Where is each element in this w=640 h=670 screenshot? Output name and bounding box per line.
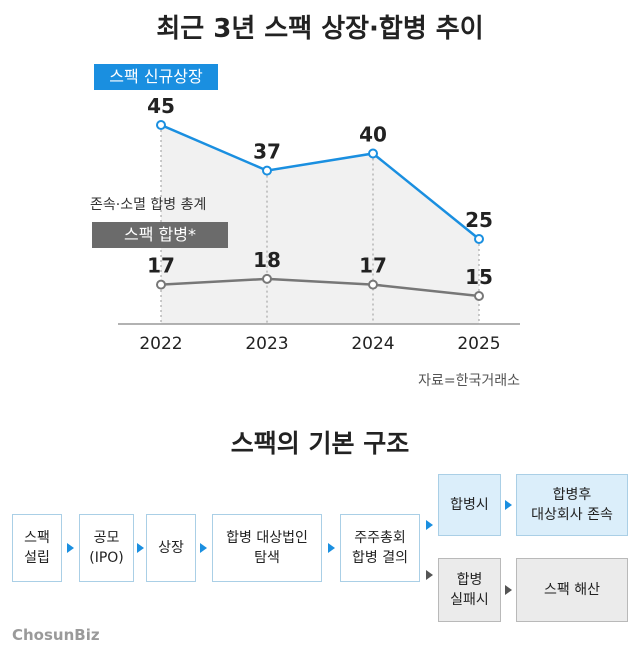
data-point xyxy=(262,273,272,284)
series-line xyxy=(160,123,480,240)
data-label: 45 xyxy=(147,94,175,118)
data-label: 37 xyxy=(253,140,281,164)
data-point xyxy=(368,148,378,159)
step-ipo: 공모 (IPO) xyxy=(79,514,134,582)
source-label: 자료=한국거래소 xyxy=(418,373,520,389)
data-label: 17 xyxy=(359,254,387,278)
arrow-right-icon xyxy=(200,543,207,553)
chart-title: 최근 3년 스팩 상장·합병 추이 xyxy=(156,14,484,44)
data-point xyxy=(262,165,272,176)
legend-new-listing: 스팩 신규상장 xyxy=(94,64,218,90)
branch-merger-success: 합병시 xyxy=(438,474,501,536)
line-chart: 2022 2023 2024 2025 45 37 40 25 17 18 17 15 xyxy=(118,94,520,354)
arrow-right-icon xyxy=(505,585,512,595)
arrow-right-icon xyxy=(505,500,512,510)
data-label: 25 xyxy=(465,208,493,232)
x-tick-label: 2022 xyxy=(139,334,182,354)
data-label: 17 xyxy=(147,254,175,278)
arrow-right-icon xyxy=(67,543,74,553)
merger-note: 존속·소멸 합병 총계 xyxy=(90,197,207,213)
data-point xyxy=(368,279,378,290)
step-shareholder-vote: 주주총회 합병 결의 xyxy=(340,514,420,582)
data-point xyxy=(474,234,484,244)
data-label: 18 xyxy=(253,248,281,272)
branch-merger-failure: 합병 실패시 xyxy=(438,558,501,622)
chosunbiz-logo: ChosunBiz xyxy=(12,626,100,644)
data-point xyxy=(474,291,484,301)
data-label: 15 xyxy=(465,265,493,289)
area-shade xyxy=(161,125,479,324)
result-company-survives: 합병후 대상회사 존속 xyxy=(516,474,628,536)
step-listing: 상장 xyxy=(146,514,196,582)
series-line xyxy=(160,277,480,298)
x-tick-label: 2025 xyxy=(457,334,500,354)
x-tick-label: 2024 xyxy=(351,334,394,354)
result-spac-dissolution: 스팩 해산 xyxy=(516,558,628,622)
step-spac-founding: 스팩 설립 xyxy=(12,514,62,582)
arrow-right-icon xyxy=(137,543,144,553)
legend-merger: 스팩 합병* xyxy=(92,222,228,248)
arrow-right-icon xyxy=(328,543,335,553)
data-point xyxy=(156,279,166,290)
arrow-right-icon xyxy=(426,570,433,580)
data-point xyxy=(156,120,166,130)
data-label: 40 xyxy=(359,123,387,147)
x-tick-label: 2023 xyxy=(245,334,288,354)
diagram-title: 스팩의 기본 구조 xyxy=(230,429,410,458)
arrow-right-icon xyxy=(426,520,433,530)
step-target-search: 합병 대상법인 탐색 xyxy=(212,514,322,582)
